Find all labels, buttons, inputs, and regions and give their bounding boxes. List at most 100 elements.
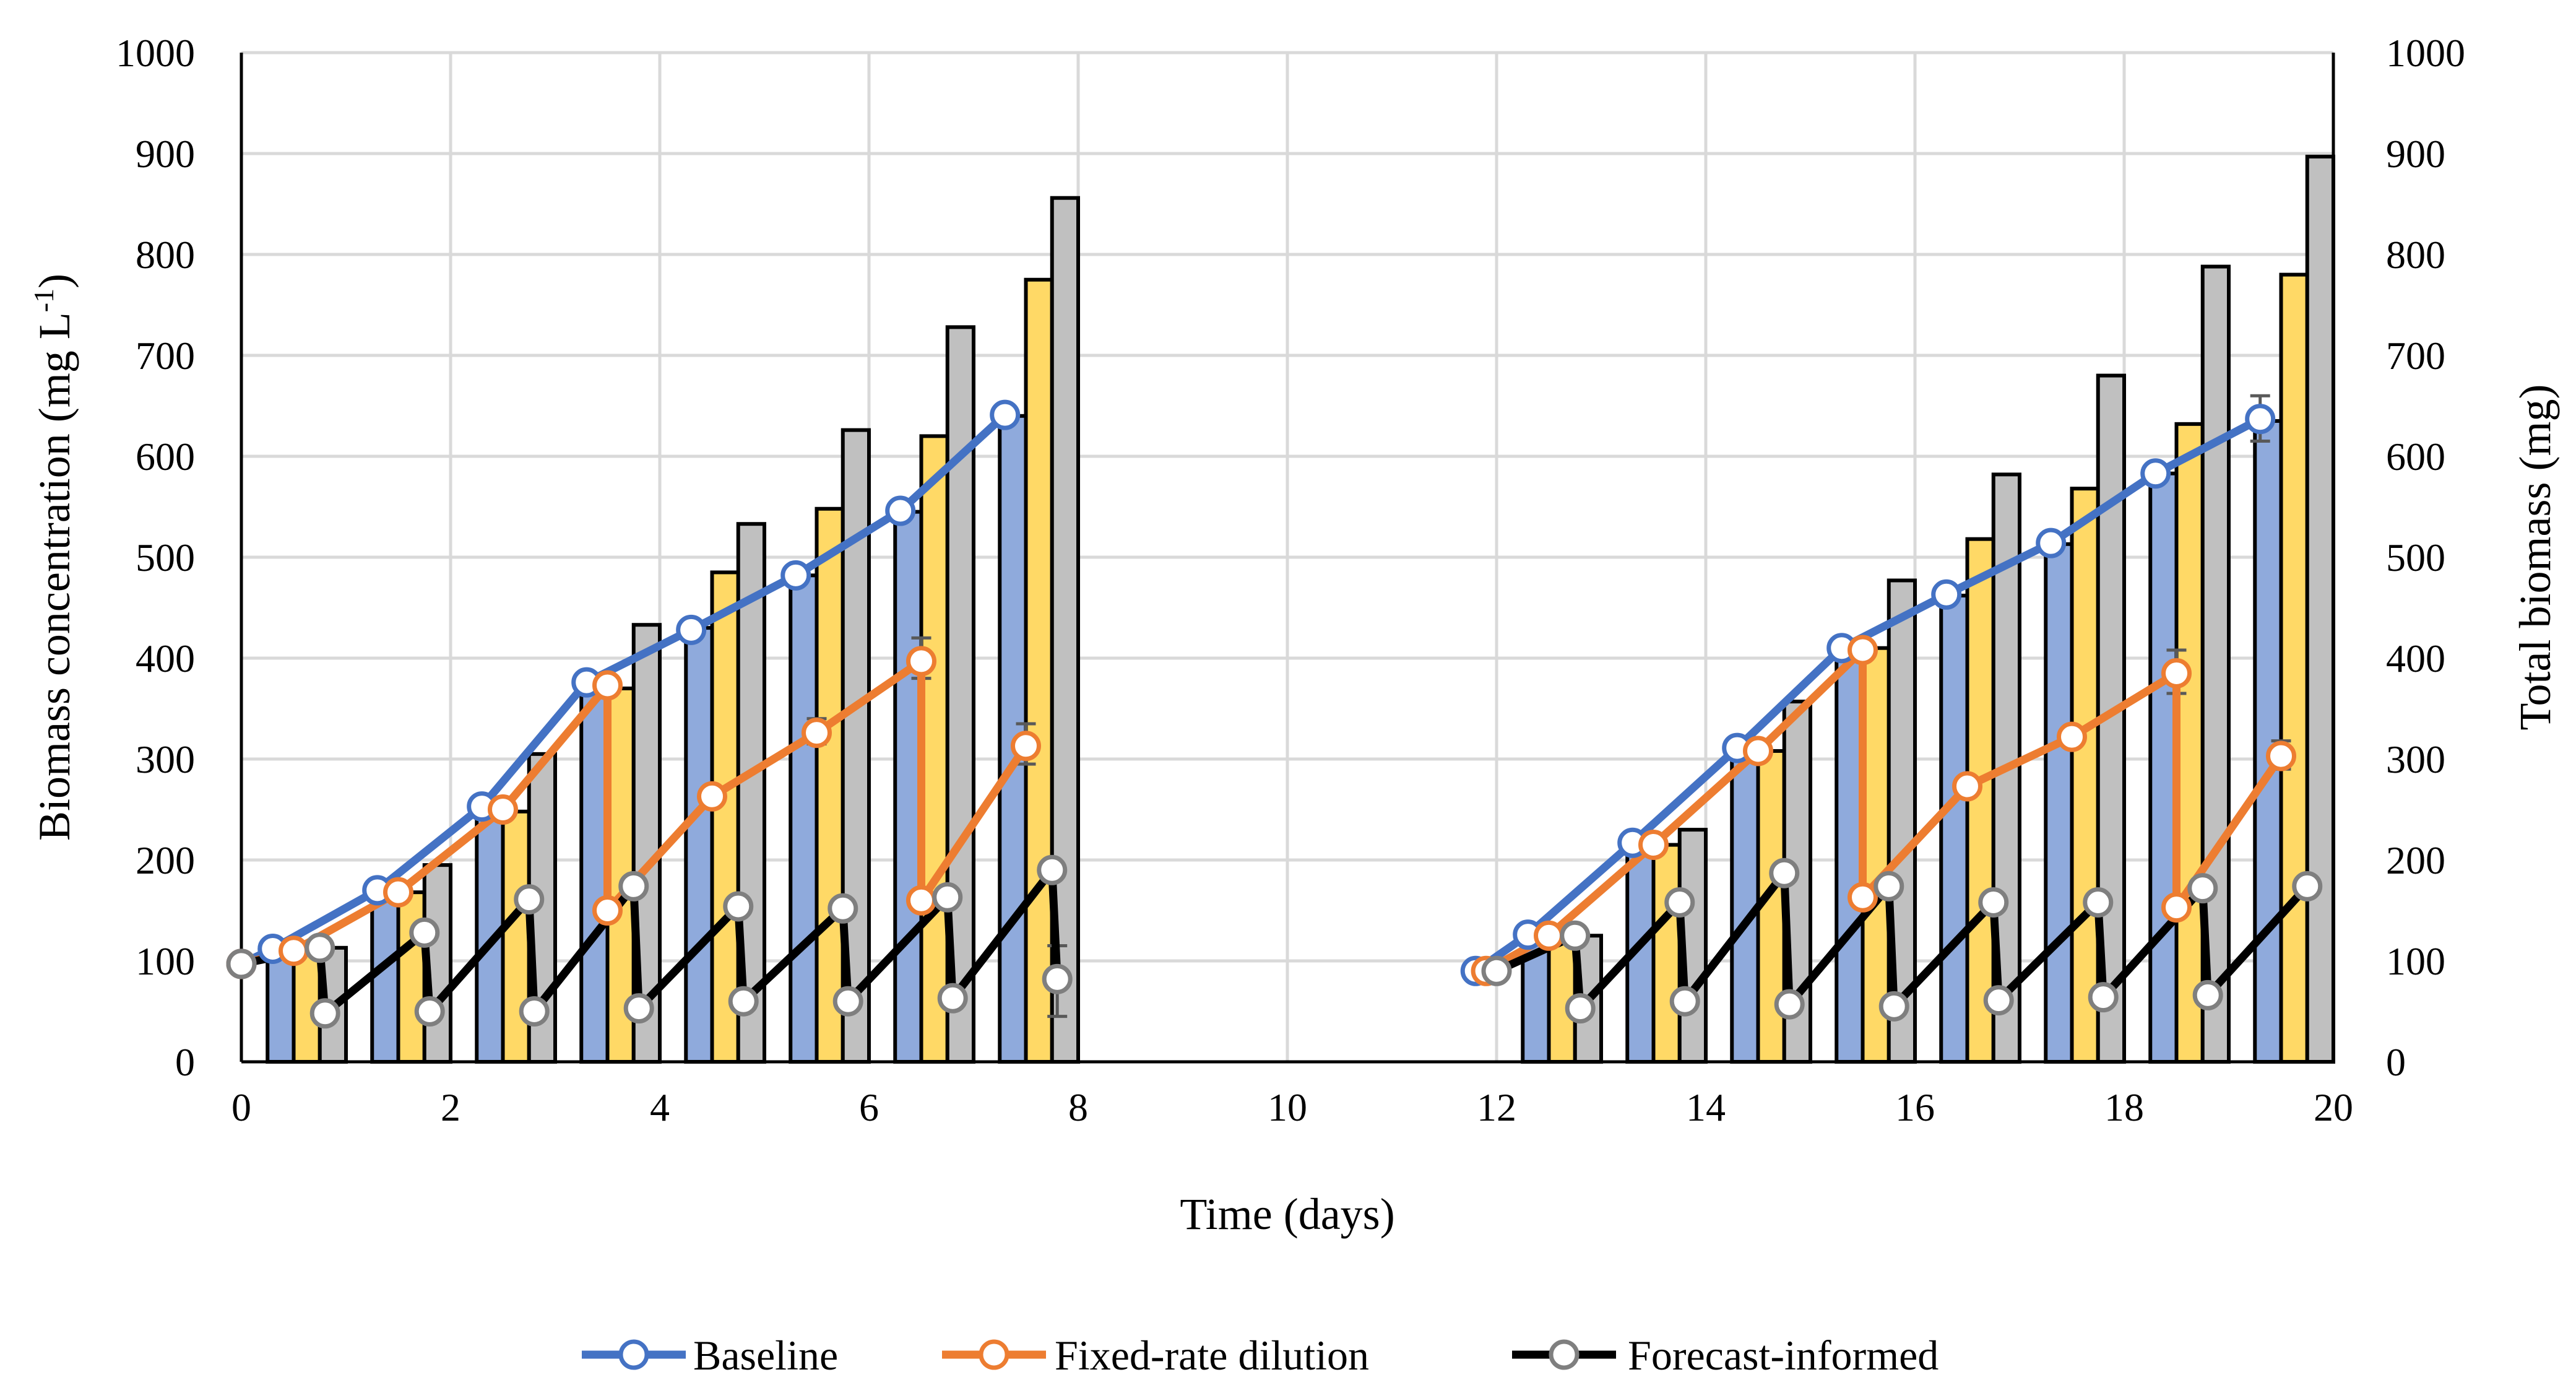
y-tick-label-left: 800	[136, 233, 195, 277]
marker-baseline	[990, 399, 1021, 430]
y-tick-label-right: 300	[2386, 737, 2445, 781]
marker-fixed	[1848, 635, 1878, 666]
marker-forecast	[2187, 873, 2218, 904]
marker-fixed	[592, 895, 623, 926]
bar-fixed	[919, 434, 949, 1064]
marker-fixed	[383, 877, 413, 908]
legend-marker-forecast	[1549, 1339, 1580, 1370]
y-axis-title-left-superscript: -1	[28, 289, 59, 312]
x-tick-label: 14	[1686, 1085, 1726, 1129]
marker-forecast	[1560, 920, 1591, 951]
x-tick-label: 18	[2104, 1085, 2144, 1129]
marker-fixed	[488, 794, 518, 825]
bar-fixed	[1651, 843, 1682, 1064]
marker-forecast	[519, 996, 550, 1027]
marker-forecast	[1878, 991, 1909, 1022]
marker-forecast	[1664, 887, 1695, 918]
marker-fixed	[906, 646, 936, 677]
marker-forecast	[309, 998, 340, 1029]
bar-fixed	[815, 506, 845, 1064]
bar-fixed	[2070, 487, 2100, 1064]
x-tick-label: 10	[1268, 1085, 1307, 1129]
x-tick-label: 16	[1895, 1085, 1935, 1129]
x-tick-label: 20	[2314, 1085, 2353, 1129]
y-tick-label-right: 500	[2386, 536, 2445, 580]
y-axis-title-left: Biomass concentration (mg L-1)	[28, 274, 79, 841]
marker-forecast	[2088, 982, 2119, 1013]
marker-forecast	[2083, 887, 2114, 918]
marker-baseline	[780, 560, 811, 591]
marker-baseline	[2140, 458, 2171, 489]
legend-marker-baseline	[618, 1339, 649, 1370]
y-tick-label-right: 600	[2386, 435, 2445, 479]
y-tick-label-left: 900	[136, 132, 195, 176]
marker-forecast	[723, 891, 754, 922]
marker-fixed	[1534, 920, 1564, 951]
marker-forecast	[1874, 870, 1904, 901]
bar-baseline	[2044, 542, 2074, 1064]
axes	[240, 53, 2335, 1064]
y-tick-label-left: 100	[136, 939, 195, 983]
marker-forecast	[305, 932, 335, 963]
marker-forecast	[1042, 963, 1073, 994]
marker-fixed	[2057, 721, 2087, 752]
bar-fixed	[710, 570, 740, 1064]
marker-fixed	[906, 885, 936, 916]
x-tick-label: 6	[859, 1085, 879, 1129]
y-tick-label-left: 400	[136, 636, 195, 680]
y-axis-title-right: Total biomass (mg)	[2510, 384, 2560, 731]
marker-forecast	[1037, 854, 1068, 885]
marker-forecast	[2192, 979, 2223, 1010]
marker-baseline	[2036, 528, 2067, 558]
legend: Baseline Fixed-rate dilution Forecast-info…	[582, 1332, 1938, 1379]
marker-forecast	[414, 996, 445, 1027]
marker-forecast	[832, 986, 863, 1017]
bar-baseline	[789, 573, 819, 1064]
legend-label-baseline: Baseline	[693, 1332, 838, 1379]
marker-fixed	[2266, 740, 2296, 771]
marker-forecast	[623, 993, 654, 1024]
bar-series-group	[266, 154, 2335, 1064]
x-tick-label: 12	[1477, 1085, 1516, 1129]
marker-baseline	[885, 495, 916, 526]
marker-fixed	[592, 670, 623, 701]
y-tick-label-left: 0	[175, 1040, 195, 1084]
series-line-forecast	[1495, 869, 2310, 1013]
marker-forecast	[618, 870, 649, 901]
marker-forecast	[728, 986, 759, 1017]
marker-forecast	[2292, 870, 2323, 901]
marker-fixed	[1743, 736, 1773, 766]
y-tick-label-right: 100	[2386, 939, 2445, 983]
marker-forecast	[409, 917, 440, 948]
bar-baseline	[266, 949, 296, 1064]
marker-fixed	[1011, 731, 1041, 762]
y-tick-label-right: 700	[2386, 334, 2445, 378]
x-tick-label: 4	[650, 1085, 670, 1129]
marker-forecast	[514, 884, 545, 915]
y-tick-label-right: 0	[2386, 1040, 2406, 1084]
y-axis-title-left-base: Biomass concentration (mg L	[30, 312, 79, 841]
bar-baseline	[1939, 593, 1969, 1064]
y-tick-label-right: 800	[2386, 233, 2445, 277]
line-series-group	[226, 394, 2323, 1029]
y-tick-label-right: 900	[2386, 132, 2445, 176]
marker-forecast	[226, 949, 257, 979]
marker-fixed	[279, 936, 309, 966]
bar-fixed	[501, 809, 531, 1064]
marker-fixed	[1638, 830, 1669, 861]
y-tick-label-right: 400	[2386, 636, 2445, 680]
legend-label-forecast: Forecast-informed	[1628, 1332, 1938, 1379]
y-tick-label-left: 500	[136, 536, 195, 580]
y-tick-label-left: 700	[136, 334, 195, 378]
marker-forecast	[1978, 887, 2009, 918]
marker-forecast	[1774, 989, 1805, 1020]
bar-baseline	[684, 626, 714, 1064]
bar-forecast	[2305, 154, 2335, 1064]
marker-forecast	[937, 983, 968, 1014]
marker-forecast	[1983, 985, 2014, 1016]
marker-baseline	[676, 614, 707, 645]
y-tick-label-right: 1000	[2386, 31, 2465, 75]
bar-fixed	[396, 890, 426, 1064]
